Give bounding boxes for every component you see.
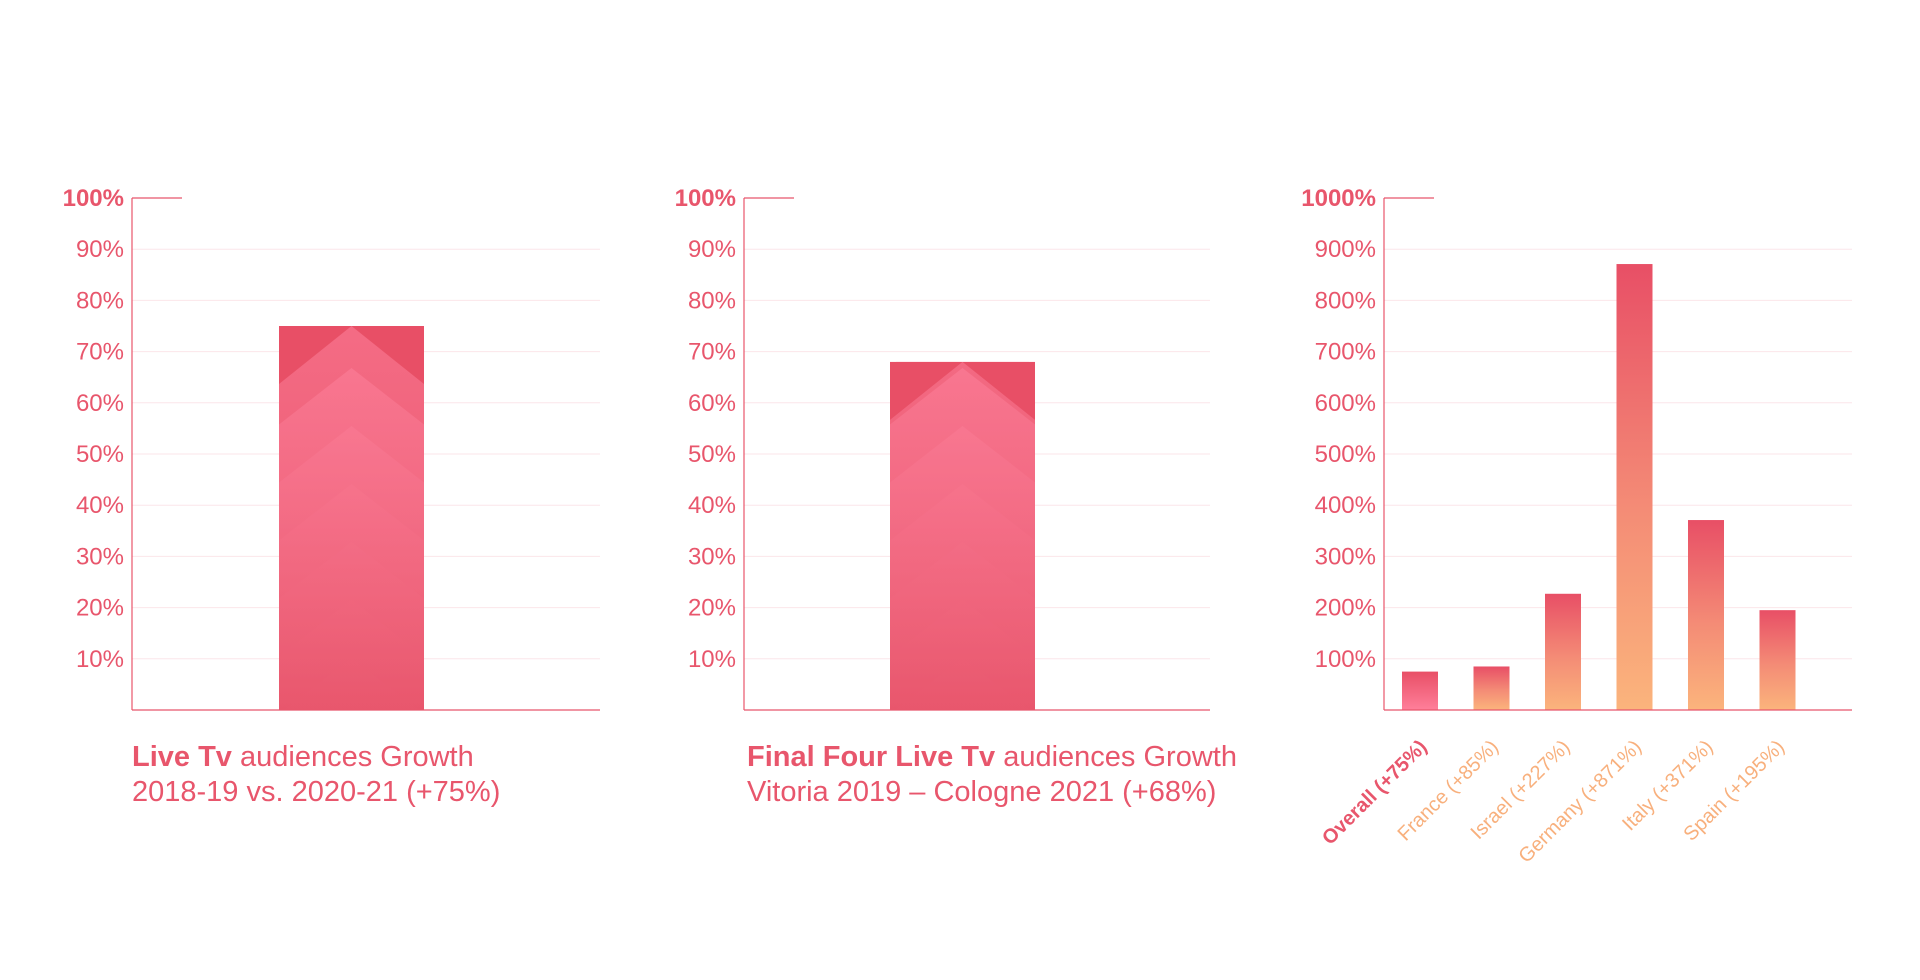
y-tick-label: 700% xyxy=(1315,339,1376,366)
bar-chevron xyxy=(890,361,1035,710)
y-tick-label: 30% xyxy=(76,543,124,570)
y-tick-label: 60% xyxy=(76,390,124,417)
bar-chevron xyxy=(279,326,424,710)
y-tick-label: 100% xyxy=(63,185,124,212)
bar xyxy=(1616,264,1653,710)
y-tick-label: 30% xyxy=(688,543,736,570)
bar xyxy=(1473,666,1510,710)
y-tick-label: 300% xyxy=(1315,543,1376,570)
caption-live-tv: Live Tv audiences Growth 2018-19 vs. 202… xyxy=(132,740,500,810)
y-tick-label: 50% xyxy=(76,441,124,468)
chart-country-growth: 100% 200% 300% 400% 500% 600% 700% 800% 900% 1000… xyxy=(1301,185,1852,867)
y-tick-label: 70% xyxy=(76,339,124,366)
chart-final-four-growth: 10% 20% 30% 40% 50% 60% 70% 80% 90% 100% xyxy=(675,185,1210,711)
bar xyxy=(1545,593,1581,710)
y-tick-label: 80% xyxy=(688,287,736,314)
y-tick-label: 60% xyxy=(688,390,736,417)
y-tick-label: 900% xyxy=(1315,236,1376,263)
y-tick-label: 80% xyxy=(76,287,124,314)
y-tick-label: 200% xyxy=(1315,595,1376,622)
bar-top-band xyxy=(279,326,424,384)
y-tick-label: 70% xyxy=(688,339,736,366)
y-tick-label: 90% xyxy=(688,236,736,263)
y-tick-label: 600% xyxy=(1315,390,1376,417)
y-tick-label: 40% xyxy=(76,492,124,519)
bar xyxy=(1402,671,1438,710)
bar xyxy=(890,361,1035,710)
y-tick-label: 400% xyxy=(1315,492,1376,519)
x-tick-label: Germany (+871%) xyxy=(1515,736,1646,867)
bar xyxy=(279,326,424,710)
bar xyxy=(1759,610,1796,710)
chart-live-tv-growth: 10% 20% 30% 40% 50% 60% 70% 80% 90% 100% xyxy=(63,185,600,711)
bar-top-band xyxy=(890,361,1035,420)
caption-final-four-subtitle: Vitoria 2019 – Cologne 2021 (+68%) xyxy=(747,776,1217,808)
bar-top-band xyxy=(279,326,352,384)
caption-final-four-title: Final Four Live Tv audiences Growth xyxy=(747,741,1237,773)
y-tick-label: 90% xyxy=(76,236,124,263)
bar-top-band xyxy=(890,361,963,420)
y-tick-label: 1000% xyxy=(1301,185,1376,212)
y-tick-label: 20% xyxy=(688,595,736,622)
y-tick-label: 10% xyxy=(688,646,736,673)
y-tick-label: 20% xyxy=(76,595,124,622)
caption-live-tv-title: Live Tv audiences Growth xyxy=(132,741,474,773)
y-tick-label: 800% xyxy=(1315,287,1376,314)
y-tick-label: 100% xyxy=(1315,646,1376,673)
caption-live-tv-subtitle: 2018-19 vs. 2020-21 (+75%) xyxy=(132,776,501,808)
y-tick-label: 100% xyxy=(675,185,736,212)
y-tick-label: 50% xyxy=(688,441,736,468)
caption-final-four: Final Four Live Tv audiences Growth Vito… xyxy=(747,740,1237,810)
y-tick-label: 500% xyxy=(1315,441,1376,468)
bar xyxy=(1688,520,1724,710)
y-tick-label: 40% xyxy=(688,492,736,519)
y-tick-label: 10% xyxy=(76,646,124,673)
